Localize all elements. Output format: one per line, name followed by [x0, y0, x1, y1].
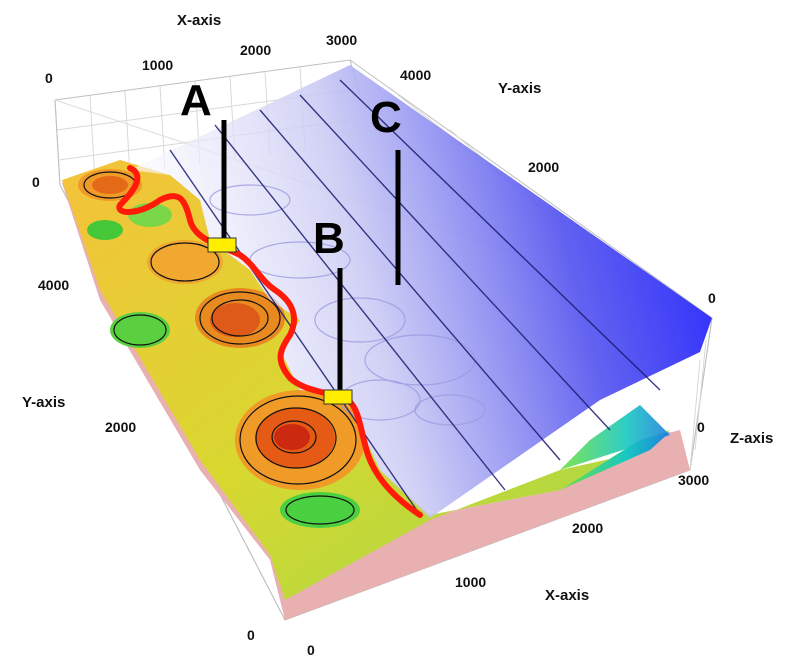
marker-a-label: A: [180, 76, 212, 125]
z-tick-top: 0: [708, 290, 716, 306]
marker-b: B: [313, 214, 353, 405]
y-axis-title-left: Y-axis: [22, 394, 65, 411]
y-axis-title-right: Y-axis: [498, 80, 541, 97]
y-tick-left-2000: 2000: [105, 419, 136, 435]
x-tick-bottom-0: 0: [307, 642, 315, 658]
x-tick-bottom-3000: 3000: [678, 472, 709, 488]
marker-a: A: [180, 76, 237, 253]
x-tick-top-0: 0: [45, 70, 53, 86]
red-boundary-line: [116, 165, 423, 518]
x-tick-top-3000: 3000: [326, 32, 357, 48]
x-axis-title-bottom: X-axis: [545, 587, 589, 604]
marker-c: C: [370, 93, 402, 285]
y-tick-right-2000: 2000: [528, 159, 559, 175]
y-tick-left-0-bottom: 0: [247, 627, 255, 643]
marker-a-box: [207, 237, 237, 253]
x-axis-title-top: X-axis: [177, 12, 221, 29]
x-tick-top-1000: 1000: [142, 57, 173, 73]
x-tick-bottom-2000: 2000: [572, 520, 603, 536]
y-tick-left-0-top: 0: [32, 174, 40, 190]
marker-b-box: [323, 389, 353, 405]
x-tick-bottom-1000: 1000: [455, 574, 486, 590]
terrain-surface: [62, 160, 690, 620]
y-tick-right-4000: 4000: [400, 67, 431, 83]
transparent-plane: [130, 65, 712, 518]
axis-labels: X-axis 0 1000 2000 3000 4000 Y-axis 2000…: [22, 12, 773, 658]
marker-b-label: B: [313, 214, 345, 263]
z-axis-title: Z-axis: [730, 430, 773, 447]
x-tick-top-2000: 2000: [240, 42, 271, 58]
z-tick-bottom: 0: [697, 419, 705, 435]
y-tick-left-4000: 4000: [38, 277, 69, 293]
marker-c-label: C: [370, 93, 402, 142]
